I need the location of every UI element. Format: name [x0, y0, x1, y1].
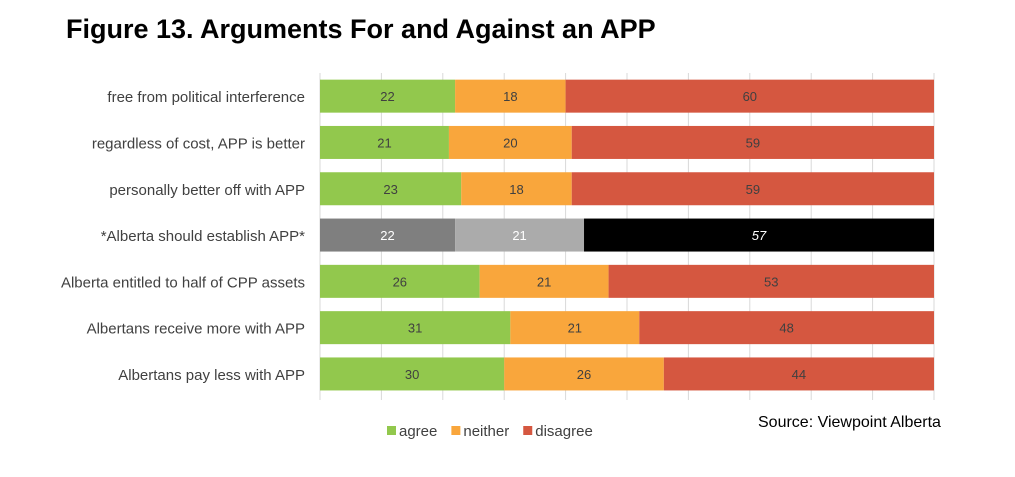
bar-segment-neither [504, 357, 664, 391]
data-label: 21 [537, 274, 551, 289]
bar-segment-agree [320, 172, 462, 206]
bar-segment-neither [461, 172, 572, 206]
data-label: 31 [408, 321, 422, 336]
category-label: *Alberta should establish APP* [101, 228, 305, 245]
data-label: 57 [752, 228, 767, 243]
source-note: Source: Viewpoint Alberta [758, 414, 941, 431]
bar-segment-disagree [663, 357, 934, 391]
data-label: 18 [509, 182, 523, 197]
data-label: 60 [743, 89, 757, 104]
bar-segment-disagree [571, 125, 934, 159]
bar-segment-disagree [565, 79, 934, 113]
bar-segment-neither [455, 218, 585, 252]
legend: agree neither disagree [387, 423, 593, 440]
legend-swatch-agree [387, 426, 396, 435]
bar-segment-agree [320, 357, 505, 391]
category-label: Albertans receive more with APP [87, 321, 305, 338]
category-labels: free from political interference regardle… [61, 89, 305, 384]
chart-title: Figure 13. Arguments For and Against an … [66, 14, 656, 44]
bars: 22 18 60 21 20 59 23 18 59 22 21 57 26 21 53 31 21 48 30 26… [320, 79, 934, 391]
legend-label-disagree: disagree [535, 423, 593, 440]
data-label: 21 [512, 228, 526, 243]
data-label: 20 [503, 135, 517, 150]
data-label: 18 [503, 89, 517, 104]
bar-segment-neither [448, 125, 572, 159]
data-label: 48 [779, 321, 793, 336]
data-label: 59 [746, 182, 760, 197]
data-label: 21 [377, 135, 391, 150]
data-label: 23 [383, 182, 397, 197]
bar-segment-neither [479, 264, 609, 298]
category-label: regardless of cost, APP is better [92, 135, 305, 152]
bar-segment-disagree [639, 311, 934, 345]
data-label: 22 [380, 89, 394, 104]
data-label: 22 [380, 228, 394, 243]
legend-swatch-neither [451, 426, 461, 435]
bar-segment-agree [320, 264, 480, 298]
bar-segment-disagree [571, 172, 934, 206]
legend-label-agree: agree [399, 423, 437, 440]
data-label: 21 [568, 321, 582, 336]
bar-segment-neither [510, 311, 640, 345]
data-label: 30 [405, 367, 419, 382]
bar-segment-disagree [584, 218, 934, 252]
data-label: 59 [746, 135, 760, 150]
category-label: free from political interference [107, 89, 305, 106]
bar-segment-neither [455, 79, 566, 113]
category-label: Albertans pay less with APP [118, 367, 305, 384]
category-label: Alberta entitled to half of CPP assets [61, 274, 305, 291]
data-label: 26 [393, 274, 407, 289]
category-label: personally better off with APP [109, 182, 305, 199]
data-label: 44 [792, 367, 806, 382]
bar-segment-agree [320, 125, 449, 159]
data-label: 53 [764, 274, 778, 289]
data-label: 26 [577, 367, 591, 382]
bar-segment-agree [320, 218, 456, 252]
legend-label-neither: neither [463, 423, 509, 440]
legend-swatch-disagree [523, 426, 533, 435]
bar-segment-agree [320, 311, 511, 345]
bar-segment-agree [320, 79, 456, 113]
bar-segment-disagree [608, 264, 934, 298]
